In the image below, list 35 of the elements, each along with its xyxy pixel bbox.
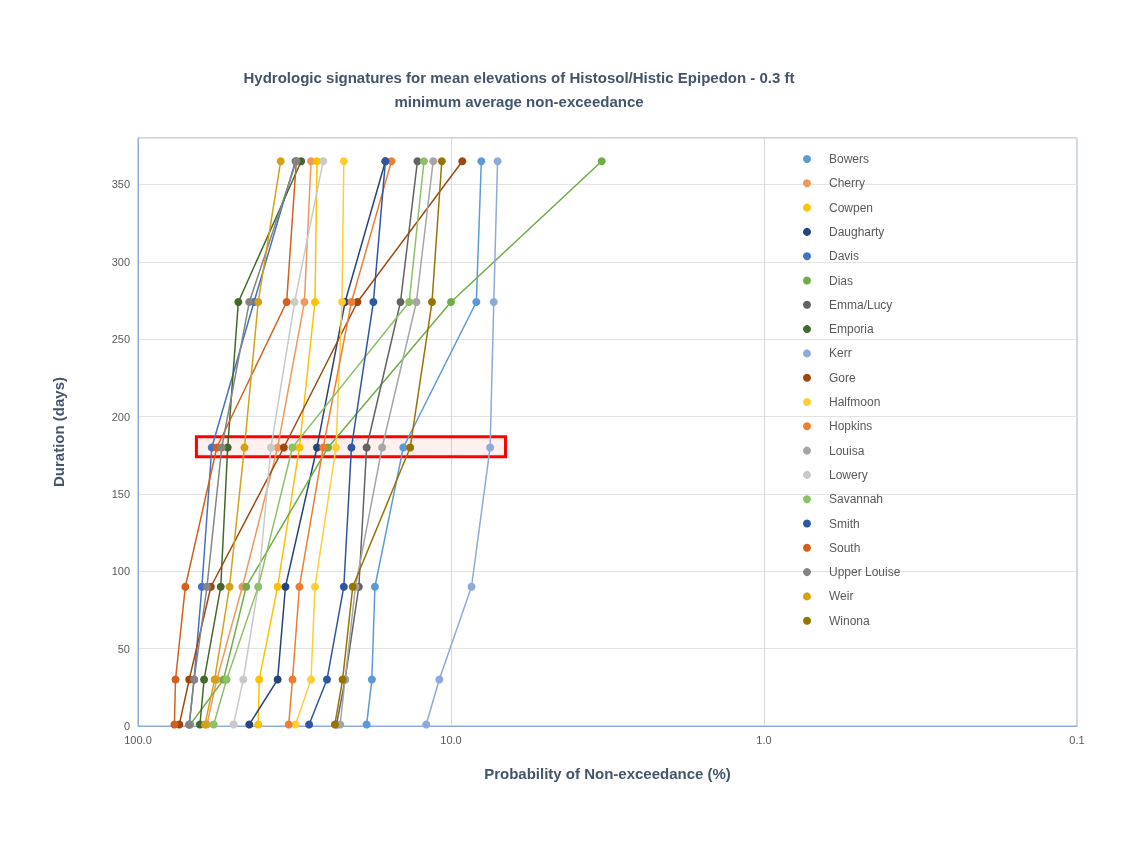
y-tick-label: 50 (117, 642, 130, 655)
x-tick-label: 100.0 (124, 733, 152, 746)
legend-label: Daugharty (829, 224, 885, 239)
chart-title: Hydrologic signatures for mean elevations of Histosol/Histic Epipedon - 0.3 ft minimum average non-exceedance (243, 68, 795, 110)
legend-label: Kerr (829, 346, 852, 361)
legend-label: Upper Louise (829, 565, 901, 580)
y-tick-label: 200 (111, 410, 130, 423)
legend-label: Cowpen (829, 200, 874, 215)
legend-label: South (829, 540, 861, 555)
x-axis-title: Probability of Non-exceedance (%) (484, 765, 731, 782)
legend-label: Savannah (829, 492, 884, 507)
legend-label: Emporia (829, 322, 875, 337)
legend-label: Winona (829, 613, 871, 628)
y-tick-label: 0 (123, 720, 130, 732)
x-tick-label: 0.1 (1069, 733, 1085, 746)
legend-label: Hopkins (829, 419, 873, 434)
y-tick-label: 100 (111, 565, 130, 578)
legend-label: Emma/Lucy (829, 297, 893, 312)
legend-label: Weir (829, 589, 854, 604)
legend-label: Bowers (829, 152, 870, 166)
x-tick-label: 10.0 (440, 733, 462, 746)
legend-label: Gore (829, 370, 856, 385)
x-tick-label: 1.0 (756, 733, 772, 746)
y-tick-label: 250 (111, 333, 130, 346)
legend-label: Smith (829, 516, 860, 531)
legend-label: Cherry (829, 176, 866, 191)
legend-label: Louisa (829, 443, 865, 458)
y-axis-title: Duration (days) (50, 376, 67, 488)
y-tick-label: 150 (111, 487, 130, 500)
legend-label: Dias (829, 273, 854, 288)
legend-label: Halfmoon (829, 395, 881, 409)
y-tick-label: 350 (111, 178, 130, 191)
legend-label: Davis (829, 249, 860, 264)
legend-label: Lowery (829, 467, 868, 482)
y-tick-label: 300 (111, 255, 130, 268)
